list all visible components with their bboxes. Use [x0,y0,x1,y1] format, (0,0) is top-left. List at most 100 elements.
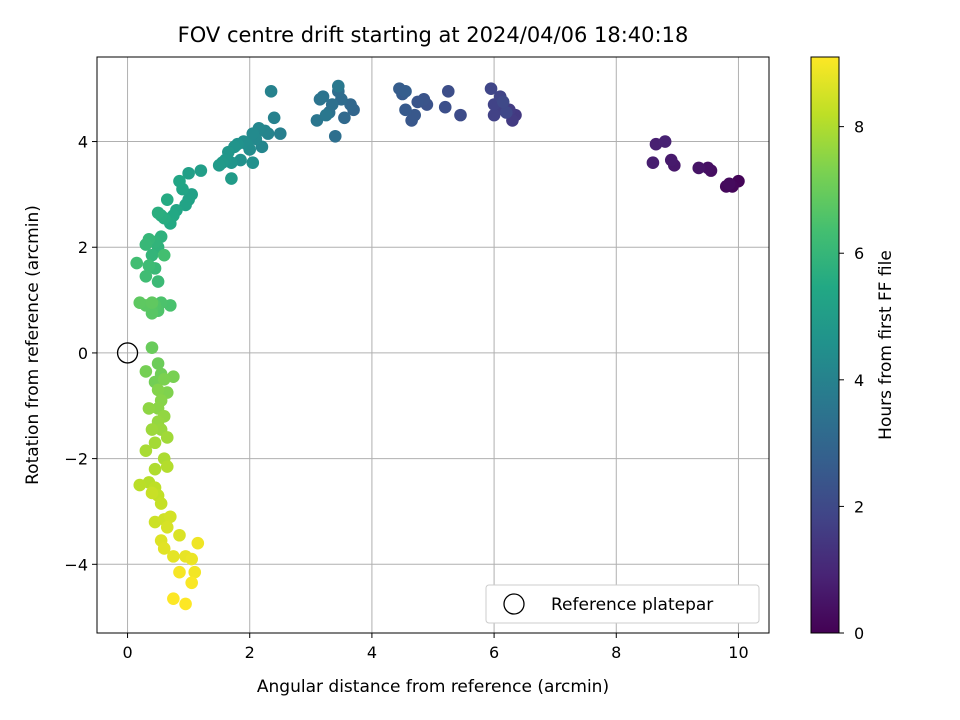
data-point [319,108,333,122]
legend-reference-label: Reference platepar [551,595,713,615]
data-point [722,177,736,191]
colorbar-tick-label: 2 [854,497,864,516]
data-point [142,402,156,415]
data-point [151,357,165,370]
data-point [664,153,678,167]
x-axis-ticks: 0 2 4 6 8 10 [122,633,749,662]
data-point [185,552,198,566]
data-point [246,156,260,169]
scatter-points [130,79,745,611]
colorbar-tick-label: 6 [854,244,864,263]
data-point [179,198,192,212]
colorbar-tick-label: 4 [854,371,864,390]
data-point [692,161,706,175]
data-point [438,100,452,114]
data-point [487,108,501,122]
data-point [500,106,513,119]
y-tick-label: −2 [64,450,88,469]
data-point [399,85,412,98]
y-axis-ticks: −4 −2 0 2 4 [64,133,97,574]
legend: Reference platepar [485,584,760,624]
data-point [160,193,174,206]
data-point [145,341,159,354]
data-point [145,486,159,500]
colorbar-tick-label: 0 [854,624,864,643]
data-point [164,510,177,524]
colorbar-tick-label: 8 [854,118,864,137]
data-point [151,383,165,397]
y-tick-label: 4 [78,133,88,152]
x-tick-label: 4 [367,643,377,662]
colorbar: 0 2 4 6 8 Hours from first FF file [810,56,896,643]
data-point [310,114,324,127]
data-point [130,256,144,270]
data-point [157,542,171,555]
data-point [454,108,467,122]
x-tick-label: 2 [245,643,255,662]
data-point [338,111,351,125]
data-point [133,296,147,310]
data-point [185,576,198,590]
chart-title: FOV centre drift starting at 2024/04/06 … [178,23,689,47]
data-point [145,248,159,262]
data-point [188,565,202,579]
data-point [151,275,165,288]
data-point [139,365,153,378]
data-point [225,172,238,185]
data-point [191,536,205,550]
colorbar-label: Hours from first FF file [876,250,896,440]
y-tick-label: −4 [64,555,88,574]
data-point [179,597,192,611]
data-point [344,98,357,111]
data-point [145,423,159,436]
data-point [154,497,168,510]
x-tick-label: 0 [122,643,132,662]
reference-marker-layer [116,342,139,364]
data-point [399,103,412,117]
y-tick-label: 2 [78,238,88,257]
data-point [646,156,660,169]
y-tick-label: 0 [78,344,88,363]
plot-frame [96,56,770,634]
data-point [182,166,195,180]
x-tick-label: 6 [489,643,499,662]
data-point [142,259,156,273]
data-point [139,270,153,283]
data-point [157,373,171,386]
data-point [484,82,498,96]
data-point [328,129,342,143]
data-point [151,206,165,220]
x-axis-label: Angular distance from reference (arcmin) [257,677,609,697]
data-point [157,248,171,262]
data-point [701,161,715,175]
data-point [160,431,174,444]
y-axis-label: Rotation from reference (arcmin) [23,205,43,485]
data-point [246,127,260,140]
data-point [658,135,672,148]
data-point [313,92,327,106]
data-point [133,478,147,492]
data-point [160,521,174,534]
x-tick-label: 8 [611,643,621,662]
data-point [145,296,159,310]
data-point [496,95,510,109]
data-point [267,111,281,125]
x-tick-label: 10 [728,643,748,662]
data-point [173,565,186,579]
data-point [148,436,162,450]
data-point [194,164,208,177]
data-point [173,528,186,542]
data-point [173,174,186,188]
data-point [212,159,226,172]
data-point [264,85,278,98]
colorbar-ticks: 0 2 4 6 8 [839,118,864,643]
legend-box [485,584,760,624]
data-point [139,444,153,457]
data-point [160,460,174,473]
data-point [408,108,421,122]
data-point [148,462,162,476]
data-point [167,550,180,563]
legend-reference-marker [503,593,525,615]
data-point [273,127,287,140]
